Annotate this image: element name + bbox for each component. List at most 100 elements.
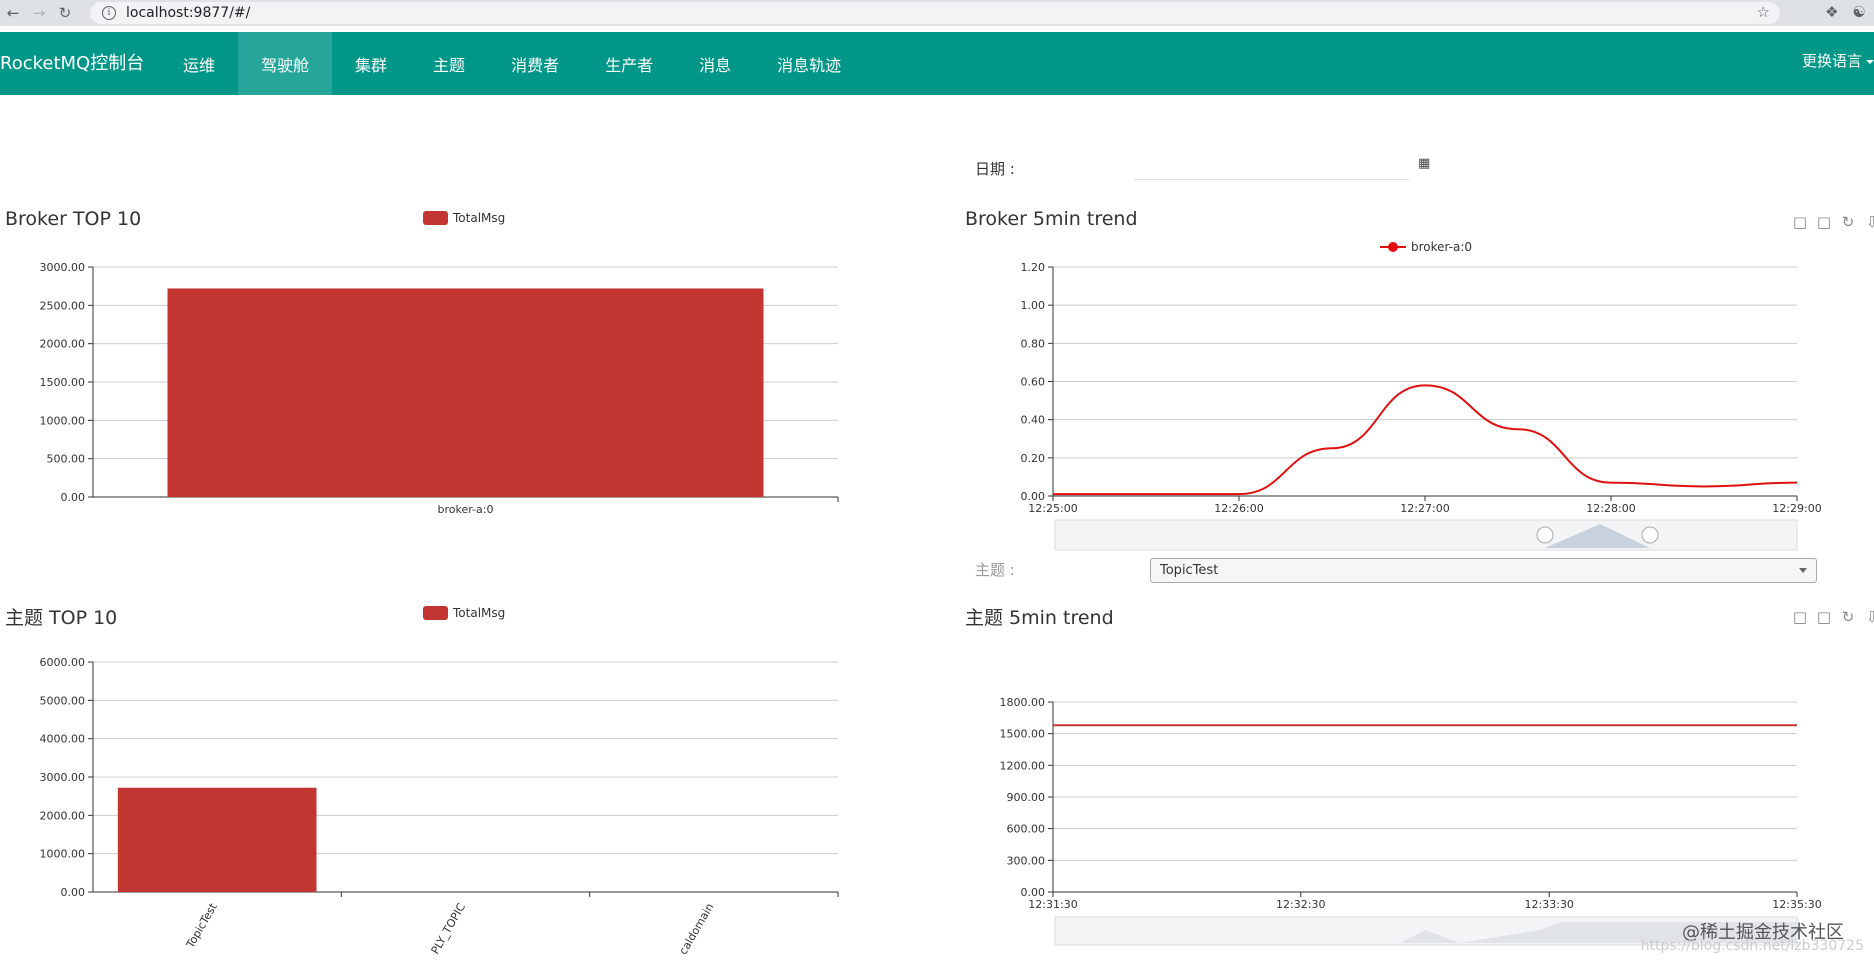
y-tick-label: 6000.00: [40, 656, 86, 669]
nav-item-message-trace[interactable]: 消息轨迹: [777, 55, 842, 75]
caret-down-icon: [1866, 59, 1874, 64]
x-tick-label: caldomain: [677, 901, 717, 957]
legend-label: TotalMsg: [453, 211, 506, 225]
y-tick-label: 1000.00: [40, 414, 86, 427]
y-tick-label: 500.00: [47, 453, 86, 466]
y-tick-label: 0.00: [1021, 490, 1046, 503]
topic-select[interactable]: TopicTest: [1150, 558, 1817, 583]
y-tick-label: 0.20: [1021, 452, 1046, 465]
restore-icon[interactable]: ↻: [1841, 608, 1855, 626]
y-tick-label: 5000.00: [40, 694, 86, 707]
x-tick-label: 12:25:00: [1028, 502, 1077, 515]
zoom-icon[interactable]: □: [1792, 608, 1808, 626]
zoom-handle-left: [1536, 526, 1554, 544]
nav-item-cluster[interactable]: 集群: [355, 55, 388, 75]
calendar-icon[interactable]: ▦: [1418, 156, 1431, 171]
topic-top-legend[interactable]: TotalMsg: [423, 606, 505, 620]
series-line: [1053, 384, 1798, 496]
x-tick-label: 12:29:00: [1772, 502, 1821, 515]
legend-line-swatch: [1380, 240, 1406, 254]
x-tick-label: 12:33:30: [1525, 898, 1574, 911]
watermark-text: @稀土掘金技术社区: [1682, 922, 1844, 943]
bar: [117, 787, 317, 892]
y-tick-label: 1.00: [1021, 299, 1046, 312]
zoom-area-shape: [1545, 524, 1650, 548]
url-text: localhost:9877/#/: [126, 5, 251, 21]
x-tick-label: 12:27:00: [1400, 502, 1449, 515]
y-tick-label: 1800.00: [1000, 696, 1046, 709]
address-bar[interactable]: i localhost:9877/#/ ☆: [90, 2, 1780, 24]
y-tick-label: 1000.00: [40, 848, 86, 861]
legend-swatch: [423, 606, 448, 620]
language-label: 更换语言: [1801, 52, 1862, 70]
x-tick-label: PLY_TOPIC: [429, 901, 469, 957]
browser-toolbar: ← → ↻ i localhost:9877/#/ ☆ ❖ ☯: [0, 0, 1874, 26]
topic-trend-toolbox: □ □ ↻ ⇩: [1792, 609, 1874, 625]
y-tick-label: 0.40: [1021, 414, 1046, 427]
date-label: 日期 :: [975, 160, 1015, 178]
profile-avatar-icon[interactable]: ☯: [1852, 3, 1866, 21]
bookmark-star-icon[interactable]: ☆: [1756, 3, 1770, 21]
broker-trend-zoom-slider: [1054, 519, 1798, 551]
nav-item-message[interactable]: 消息: [699, 55, 732, 75]
y-tick-label: 3000.00: [40, 771, 86, 784]
nav-item-producer[interactable]: 生产者: [605, 55, 654, 75]
site-info-icon[interactable]: i: [102, 6, 116, 20]
legend-swatch: [423, 211, 448, 225]
restore-icon[interactable]: ↻: [1841, 213, 1855, 231]
reload-icon[interactable]: ↻: [58, 4, 72, 22]
top-navbar: RocketMQ控制台 运维 驾驶舱 集群 主题 消费者 生产者 消息 消息轨迹…: [0, 32, 1874, 95]
nav-item-topic[interactable]: 主题: [433, 55, 466, 75]
date-input[interactable]: [1134, 148, 1409, 180]
zoom-handle-right: [1641, 526, 1659, 544]
x-tick-label: broker-a:0: [438, 503, 494, 516]
y-tick-label: 2000.00: [40, 809, 86, 822]
y-tick-label: 1500.00: [1000, 728, 1046, 741]
y-tick-label: 0.80: [1021, 337, 1046, 350]
select-arrow-icon: [1799, 568, 1807, 573]
watermark-url: https://blog.csdn.net/lzb330725: [1640, 938, 1864, 954]
topic-top-title: 主题 TOP 10: [5, 607, 118, 629]
topic-select-value: TopicTest: [1160, 563, 1219, 578]
save-image-icon[interactable]: ⇩: [1865, 608, 1874, 626]
broker-trend-title: Broker 5min trend: [965, 208, 1138, 230]
y-tick-label: 4000.00: [40, 733, 86, 746]
y-tick-label: 2500.00: [40, 299, 86, 312]
y-tick-label: 600.00: [1007, 823, 1046, 836]
legend-label: TotalMsg: [453, 606, 506, 620]
broker-top-title: Broker TOP 10: [5, 208, 142, 230]
y-tick-label: 0.00: [61, 491, 86, 504]
zoom-icon[interactable]: □: [1792, 213, 1808, 231]
nav-item-ops[interactable]: 运维: [183, 55, 216, 75]
y-tick-label: 0.00: [1021, 886, 1046, 899]
x-tick-label: TopicTest: [183, 900, 220, 951]
y-tick-label: 1200.00: [1000, 759, 1046, 772]
y-tick-label: 2000.00: [40, 338, 86, 351]
language-dropdown[interactable]: 更换语言: [1802, 50, 1874, 71]
zoom-reset-icon[interactable]: □: [1816, 213, 1832, 231]
topic-label: 主题 :: [975, 561, 1015, 579]
broker-trend-toolbox: □ □ ↻ ⇩: [1792, 214, 1874, 230]
y-tick-label: 3000.00: [40, 261, 86, 274]
zoom-reset-icon[interactable]: □: [1816, 608, 1832, 626]
x-tick-label: 12:32:30: [1276, 898, 1325, 911]
nav-item-dashboard[interactable]: 驾驶舱: [238, 32, 333, 95]
y-tick-label: 0.00: [61, 886, 86, 899]
back-arrow-icon[interactable]: ←: [6, 4, 20, 22]
extensions-puzzle-icon[interactable]: ❖: [1825, 3, 1839, 21]
legend-label: broker-a:0: [1411, 240, 1473, 254]
y-tick-label: 900.00: [1007, 791, 1046, 804]
forward-arrow-icon[interactable]: →: [32, 4, 46, 22]
y-tick-label: 0.60: [1021, 376, 1046, 389]
bar: [167, 288, 764, 497]
y-tick-label: 300.00: [1007, 854, 1046, 867]
x-tick-label: 12:35:30: [1772, 898, 1821, 911]
x-tick-label: 12:31:30: [1028, 898, 1077, 911]
nav-item-consumer[interactable]: 消费者: [511, 55, 560, 75]
save-image-icon[interactable]: ⇩: [1865, 213, 1874, 231]
brand-title[interactable]: RocketMQ控制台: [0, 53, 145, 74]
broker-top-legend[interactable]: TotalMsg: [423, 211, 505, 225]
x-tick-label: 12:26:00: [1214, 502, 1263, 515]
broker-trend-legend[interactable]: broker-a:0: [1380, 240, 1472, 254]
